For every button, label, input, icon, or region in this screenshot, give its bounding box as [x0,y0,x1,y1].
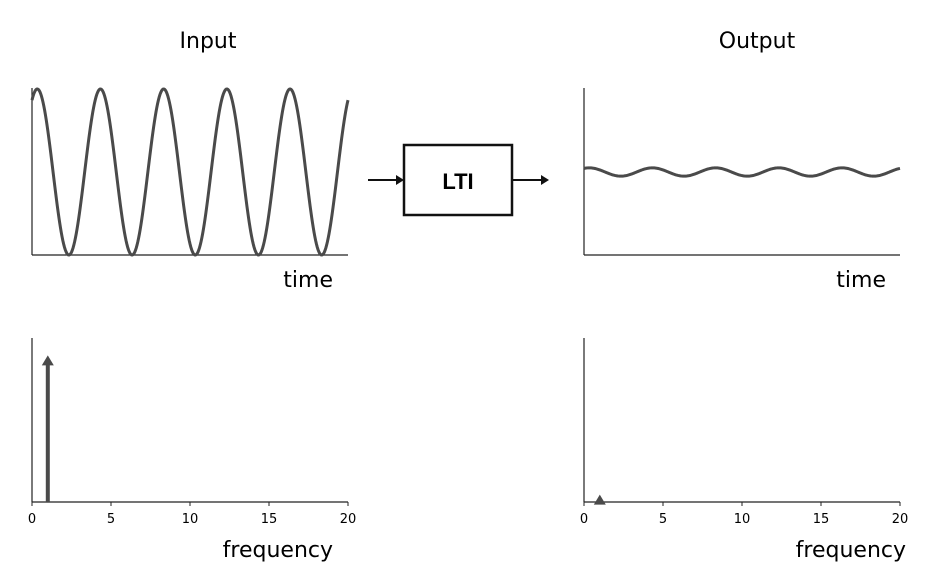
input-time-panel: time [30,87,350,293]
x-tick-label: 20 [892,512,909,527]
x-tick-label: 10 [734,512,751,527]
x-tick-label: 0 [580,512,588,527]
x-tick-label: 5 [107,512,115,527]
input-signal-line [30,87,350,257]
output-time-label: time [836,268,886,293]
x-tick-label: 20 [340,512,357,527]
input-title: Input [180,29,237,54]
impulse-arrowhead [41,355,54,366]
lti-block: LTI [368,143,549,217]
x-tick-label: 0 [28,512,36,527]
x-tick-label: 5 [659,512,667,527]
output-signal-line [583,166,901,178]
x-tick-label: 10 [182,512,199,527]
output-time-panel: time [583,88,901,293]
x-tick-label: 15 [813,512,830,527]
output-arrowhead [541,175,549,185]
input-frequency-label: frequency [223,538,333,563]
input-arrowhead [396,175,404,185]
x-tick-label: 15 [261,512,278,527]
output-frequency-label: frequency [796,538,906,563]
output-frequency-panel: frequency 0 5 10 15 20 [580,338,908,563]
output-title: Output [719,29,796,54]
lti-box [402,143,514,217]
lti-label: LTI [442,169,473,194]
input-frequency-panel: frequency 0 5 10 15 20 [28,338,356,563]
impulse-arrowhead [593,494,606,505]
input-time-label: time [283,268,333,293]
